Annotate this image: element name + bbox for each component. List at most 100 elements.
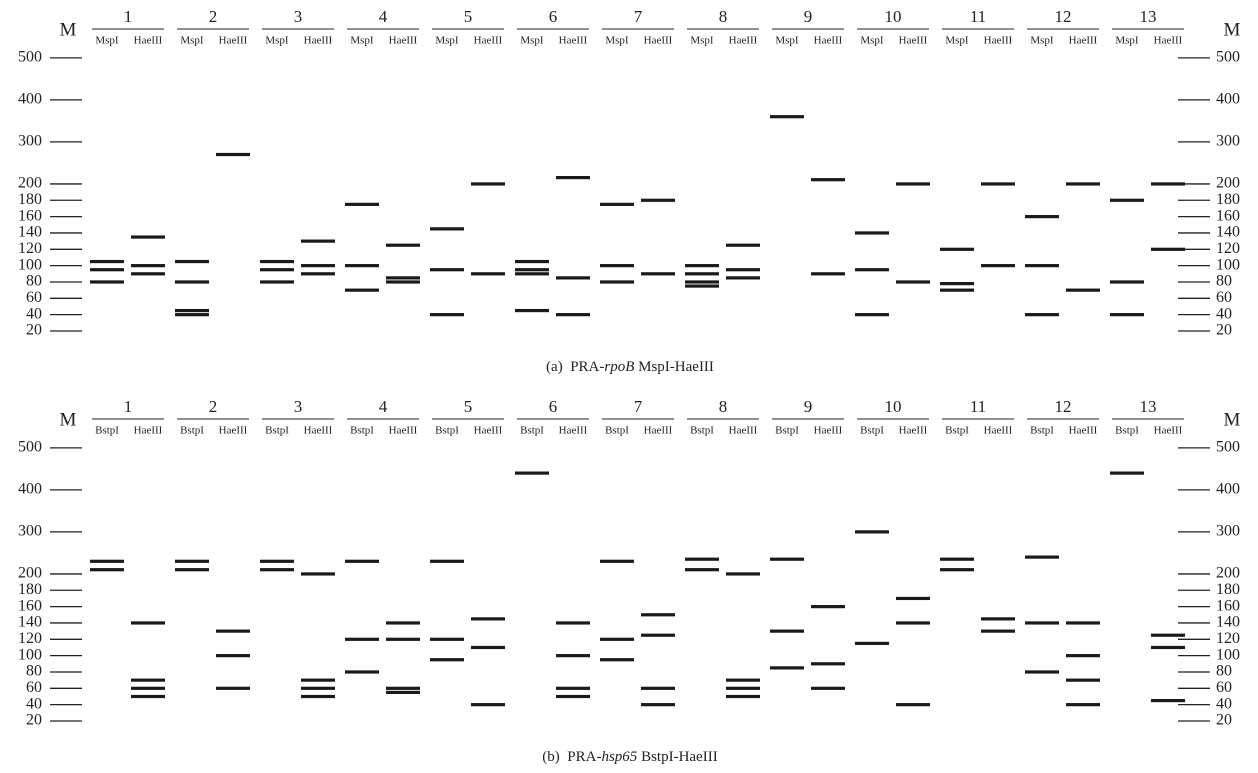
tick-label: 120 (18, 240, 42, 257)
lane-number: 5 (464, 7, 473, 26)
band (386, 691, 420, 694)
enzyme-label: HaeIII (474, 425, 503, 437)
lane-number: 4 (379, 7, 388, 26)
enzyme-label: HaeIII (729, 425, 758, 437)
enzyme-label: HaeIII (814, 425, 843, 437)
band (726, 679, 760, 682)
band (301, 679, 335, 682)
tick-label: 140 (1216, 614, 1240, 631)
caption-part: BstpI-HaeIII (637, 749, 717, 765)
band (981, 264, 1015, 267)
lane-number: 13 (1140, 7, 1157, 26)
band (1025, 670, 1059, 673)
lane-number: 13 (1140, 397, 1157, 416)
band (1066, 679, 1100, 682)
enzyme-label: HaeIII (1069, 35, 1098, 47)
band (175, 309, 209, 312)
band (600, 638, 634, 641)
band (515, 309, 549, 312)
enzyme-label: BstpI (520, 425, 544, 437)
tick-label: 80 (26, 273, 42, 290)
band (685, 272, 719, 275)
band (940, 248, 974, 251)
band (556, 621, 590, 624)
enzyme-label: MspI (1030, 35, 1054, 47)
band (301, 264, 335, 267)
band (641, 613, 675, 616)
lane-number: 12 (1055, 397, 1072, 416)
lane-number: 3 (294, 397, 303, 416)
band (1066, 289, 1100, 292)
enzyme-label: BstpI (265, 425, 289, 437)
band (1151, 248, 1185, 251)
enzyme-label: BstpI (350, 425, 374, 437)
band (685, 280, 719, 283)
tick-label: 180 (1216, 581, 1240, 598)
band (1066, 654, 1100, 657)
band (131, 235, 165, 238)
caption: (b) PRA-hsp65 BstpI-HaeIII (542, 749, 717, 765)
band (90, 568, 124, 571)
tick-label: 180 (18, 581, 42, 598)
tick-label: 40 (1216, 305, 1232, 322)
lane-number: 8 (719, 7, 728, 26)
band (1066, 621, 1100, 624)
caption-part: hsp65 (601, 749, 637, 765)
band (685, 264, 719, 267)
band (641, 703, 675, 706)
tick-label: 120 (1216, 630, 1240, 647)
band (515, 260, 549, 263)
band (556, 687, 590, 690)
band (896, 280, 930, 283)
band (896, 597, 930, 600)
band (641, 199, 675, 202)
band (1025, 215, 1059, 218)
band (1110, 313, 1144, 316)
band (216, 630, 250, 633)
band (260, 280, 294, 283)
band (600, 658, 634, 661)
band (641, 634, 675, 637)
tick-label: 200 (18, 175, 42, 192)
band (175, 313, 209, 316)
band (301, 240, 335, 243)
enzyme-label: HaeIII (134, 425, 163, 437)
band (216, 153, 250, 156)
tick-label: 100 (18, 646, 42, 663)
band (260, 268, 294, 271)
tick-label: 80 (1216, 273, 1232, 290)
tick-label: 120 (18, 630, 42, 647)
band (260, 560, 294, 563)
band (430, 313, 464, 316)
tick-label: 300 (18, 523, 42, 540)
marker-label: M (60, 409, 77, 430)
band (556, 695, 590, 698)
band (896, 621, 930, 624)
tick-label: 40 (26, 695, 42, 712)
enzyme-label: MspI (945, 35, 969, 47)
tick-label: 400 (18, 481, 42, 498)
band (345, 670, 379, 673)
enzyme-label: BstpI (690, 425, 714, 437)
enzyme-label: BstpI (860, 425, 884, 437)
tick-label: 500 (1216, 49, 1240, 66)
enzyme-label: HaeIII (304, 35, 333, 47)
band (1025, 264, 1059, 267)
band (770, 630, 804, 633)
enzyme-label: HaeIII (134, 35, 163, 47)
tick-label: 160 (18, 207, 42, 224)
tick-label: 160 (1216, 597, 1240, 614)
band (1110, 280, 1144, 283)
band (301, 687, 335, 690)
band (90, 268, 124, 271)
lane-number: 6 (549, 7, 558, 26)
enzyme-label: HaeIII (219, 425, 248, 437)
enzyme-label: HaeIII (1154, 35, 1183, 47)
tick-label: 120 (1216, 240, 1240, 257)
tick-label: 400 (1216, 91, 1240, 108)
band (855, 268, 889, 271)
band (301, 272, 335, 275)
tick-label: 200 (1216, 175, 1240, 192)
band (811, 178, 845, 181)
tick-label: 20 (1216, 322, 1232, 339)
